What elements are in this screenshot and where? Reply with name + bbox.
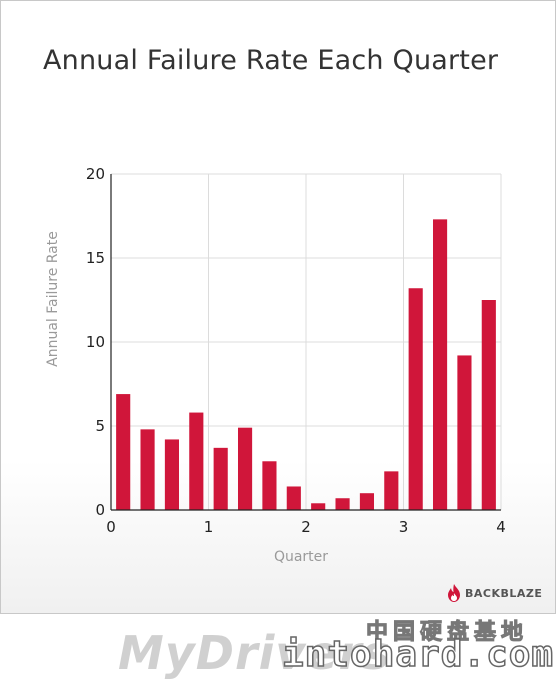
bar <box>116 394 131 510</box>
chart-card: Annual Failure Rate Each Quarter 0 5 10 15 2… <box>0 0 556 614</box>
x-tick-label: 3 <box>399 518 409 536</box>
y-tick-label: 5 <box>95 417 105 435</box>
tick-labels: 0 5 10 15 20 0 1 2 3 4 <box>86 165 506 536</box>
y-tick-label: 10 <box>86 333 105 351</box>
bar <box>262 461 277 510</box>
logo-text: BACKBLAZE <box>465 586 543 600</box>
x-tick-label: 2 <box>301 518 311 536</box>
bar <box>213 447 228 510</box>
bar-chart: 0 5 10 15 20 0 1 2 3 4 Quarter Annual Failure Rat… <box>45 165 506 565</box>
y-tick-label: 0 <box>95 501 105 519</box>
x-axis-title: Quarter <box>274 549 328 565</box>
bar <box>237 427 253 510</box>
bar <box>359 493 375 510</box>
bar <box>189 412 204 510</box>
bars <box>116 219 496 511</box>
y-axis-title: Annual Failure Rate <box>45 231 61 367</box>
y-tick-label: 20 <box>86 165 105 183</box>
bar <box>311 503 326 510</box>
x-tick-label: 0 <box>106 518 116 536</box>
grid-lines <box>111 173 502 510</box>
bar <box>335 498 350 510</box>
y-tick-label: 15 <box>86 249 105 267</box>
watermark: MyDrivers 中国硬盘基地 intohard.com <box>0 612 560 682</box>
watermark-url: intohard.com <box>281 633 555 676</box>
bar <box>164 439 180 510</box>
watermark-cn-text: 中国硬盘基地 <box>365 620 529 646</box>
bar <box>286 486 301 510</box>
bar <box>457 355 472 510</box>
bar <box>432 219 448 511</box>
watermark-site-name: MyDrivers <box>118 626 391 680</box>
axes <box>110 174 501 511</box>
bar <box>140 429 155 510</box>
flame-icon <box>448 584 460 602</box>
bar <box>384 471 399 510</box>
chart-title: Annual Failure Rate Each Quarter <box>43 45 499 76</box>
bar <box>408 288 423 510</box>
x-tick-label: 4 <box>496 518 506 536</box>
x-tick-label: 1 <box>204 518 214 536</box>
bar <box>481 300 496 510</box>
backblaze-logo: BACKBLAZE <box>447 583 542 603</box>
